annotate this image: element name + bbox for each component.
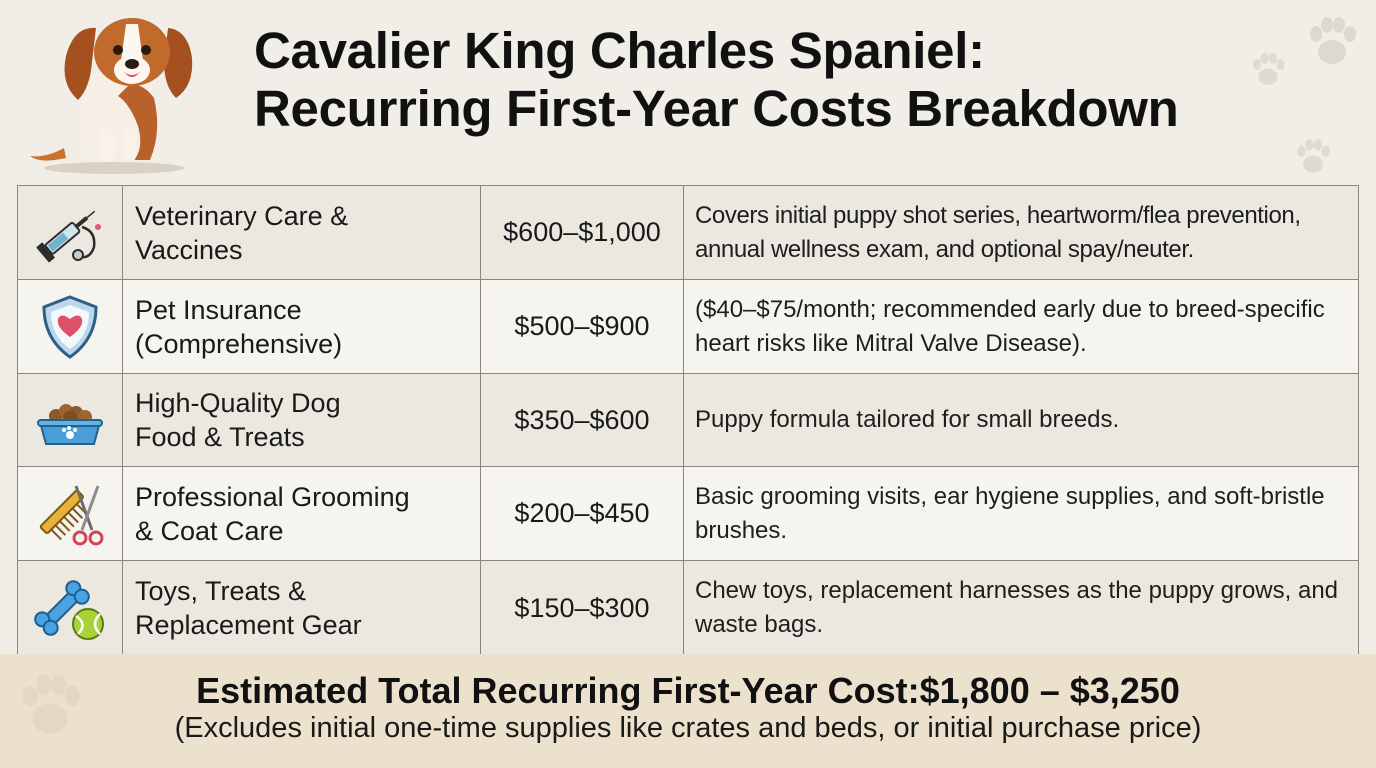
cost-table: Veterinary Care & Vaccines $600–$1,000 C… — [17, 185, 1359, 655]
paw-print-icon — [1252, 52, 1285, 86]
total-value: $1,800 – $3,250 — [919, 670, 1180, 711]
price-range: $600–$1,000 — [481, 186, 684, 279]
description: Basic grooming visits, ear hygiene suppl… — [695, 482, 1325, 544]
category-line-1: Pet Insurance — [135, 294, 302, 325]
price-range: $350–$600 — [481, 374, 684, 466]
description: Chew toys, replacement harnesses as the … — [695, 577, 1339, 638]
bone-ball-icon — [34, 580, 104, 640]
description: Puppy formula tailored for small breeds. — [695, 406, 1120, 433]
table-row: Veterinary Care & Vaccines $600–$1,000 C… — [18, 186, 1358, 280]
paw-print-icon — [1297, 139, 1331, 173]
category-line-1: High-Quality Dog — [135, 388, 341, 418]
table-row: Pet Insurance (Comprehensive) $500–$900 … — [18, 280, 1358, 374]
category-line-1: Professional Grooming — [135, 481, 410, 512]
paw-print-icon — [1310, 17, 1356, 64]
category-line-2: & Coat Care — [135, 515, 284, 546]
paw-print-icon — [22, 674, 80, 734]
description: Covers initial puppy shot series, heartw… — [695, 201, 1301, 263]
syringe-stethoscope-icon — [36, 210, 101, 262]
comb-scissors-icon — [39, 484, 104, 545]
table-row: Professional Grooming & Coat Care $200–$… — [18, 467, 1358, 561]
category-line-2: Food & Treats — [135, 422, 305, 452]
heart-shield-icon — [42, 294, 98, 359]
total-label: Estimated Total Recurring First-Year Cos… — [196, 670, 920, 711]
category-line-1: Veterinary Care & — [135, 200, 349, 231]
description: ($40–$75/month; recommended early due to… — [695, 295, 1325, 357]
table-row: Toys, Treats & Replacement Gear $150–$30… — [18, 561, 1358, 655]
dog-food-bowl-icon — [37, 404, 103, 445]
cavalier-spaniel-image — [30, 18, 193, 174]
price-range: $200–$450 — [481, 467, 684, 560]
total-summary: Estimated Total Recurring First-Year Cos… — [0, 654, 1376, 768]
footer-note: (Excludes initial one-time supplies like… — [174, 712, 1202, 744]
category-line-2: Vaccines — [135, 234, 243, 265]
price-range: $150–$300 — [481, 561, 684, 655]
category-line-2: Replacement Gear — [135, 610, 362, 640]
title-line-1: Cavalier King Charles Spaniel: — [254, 22, 985, 79]
table-row: High-Quality Dog Food & Treats $350–$600… — [18, 374, 1358, 467]
category-line-1: Toys, Treats & — [135, 576, 307, 606]
price-range: $500–$900 — [481, 280, 684, 373]
title-line-2: Recurring First-Year Costs Breakdown — [254, 80, 1179, 137]
page-title: Cavalier King Charles Spaniel: Recurring… — [254, 22, 1354, 138]
category-line-2: (Comprehensive) — [135, 328, 343, 359]
